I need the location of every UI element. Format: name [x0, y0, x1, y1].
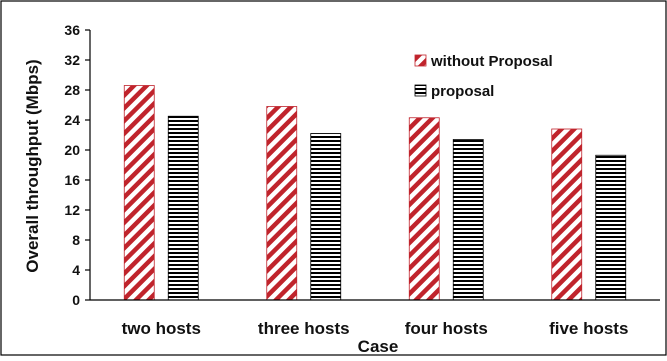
bar-proposal [452, 139, 484, 301]
y-tick-label: 12 [64, 202, 80, 218]
x-category-label: five hosts [549, 319, 628, 338]
y-axis-ticks: 0 4 8 12 16 20 24 28 32 36 [64, 22, 90, 308]
y-tick-label: 4 [72, 262, 80, 278]
legend-swatch [414, 84, 427, 97]
y-axis-title: Overall throughput (Mbps) [23, 59, 42, 272]
y-tick-label: 32 [64, 52, 80, 68]
bar-without-proposal [123, 85, 155, 301]
x-category-label: four hosts [405, 319, 488, 338]
bar-without-proposal [266, 106, 298, 301]
bar-without-proposal [408, 117, 440, 301]
bar-marks [123, 85, 627, 301]
legend-swatch [414, 54, 427, 67]
x-axis-title: Case [358, 337, 399, 356]
x-category-label: three hosts [258, 319, 350, 338]
y-tick-label: 24 [64, 112, 80, 128]
bar-proposal [167, 115, 199, 301]
bar-proposal [595, 154, 627, 301]
y-tick-label: 16 [64, 172, 80, 188]
y-tick-label: 20 [64, 142, 80, 158]
bar-without-proposal [551, 128, 583, 301]
category-labels: two hosts three hosts four hosts five hosts [122, 319, 629, 338]
y-tick-label: 0 [72, 292, 80, 308]
legend: without Proposal proposal [414, 53, 553, 100]
y-tick-label: 36 [64, 22, 80, 38]
y-axis-title-group: Overall throughput (Mbps) [23, 59, 42, 272]
bar-proposal [310, 133, 342, 301]
legend-label: proposal [431, 83, 494, 100]
y-tick-label: 28 [64, 82, 80, 98]
x-category-label: two hosts [122, 319, 201, 338]
legend-label: without Proposal [430, 53, 553, 70]
y-tick-label: 8 [72, 232, 80, 248]
